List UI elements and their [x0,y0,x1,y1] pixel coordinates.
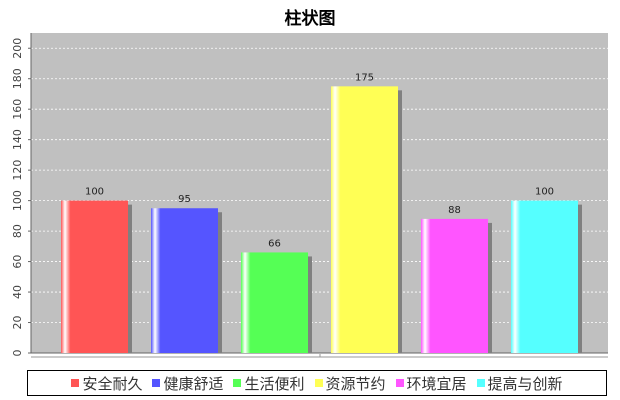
y-tick-label: 80 [11,224,24,238]
chart-title: 柱状图 [284,9,336,29]
legend-swatch [152,379,161,387]
legend-label: 安全耐久 [82,374,143,393]
y-tick-label: 100 [11,190,24,211]
bar-value-label: 100 [535,187,554,198]
bar [511,200,578,353]
bar-value-label: 100 [85,187,104,198]
legend-label: 环境宜居 [406,374,467,393]
y-tick-label: 180 [11,68,24,89]
y-tick-label: 40 [11,285,24,299]
legend-label: 提高与创新 [487,374,563,393]
legend-swatch [71,379,80,387]
legend-swatch [314,379,323,387]
legend-item: 资源节约 [314,373,386,394]
y-tick-label: 120 [11,160,24,181]
y-tick-label: 60 [11,255,24,269]
y-tick-label: 0 [11,350,24,357]
legend-swatch [476,379,485,387]
legend-label: 资源节约 [325,374,386,393]
legend-item: 提高与创新 [476,373,563,394]
legend-label: 健康舒适 [163,374,224,393]
legend-swatch [395,379,404,387]
bar [151,208,218,353]
legend-item: 环境宜居 [395,373,467,394]
legend: 安全耐久 健康舒适 生活便利 资源节约 环境宜居 提高与创新 [27,370,607,396]
y-tick-label: 20 [11,316,24,330]
legend-item: 健康舒适 [152,373,223,394]
legend-item: 安全耐久 [71,373,142,394]
y-tick-label: 200 [11,38,24,59]
bar [421,218,488,353]
bar [241,252,308,353]
bar-value-label: 175 [355,72,374,83]
bar-value-label: 88 [448,205,461,216]
legend-label: 生活便利 [244,374,305,393]
bar [61,200,128,353]
bar-value-label: 66 [268,238,281,249]
bar-value-label: 95 [178,194,191,205]
y-tick-label: 140 [11,129,24,150]
legend-swatch [233,379,242,387]
bar [331,86,398,353]
y-tick-label: 160 [11,99,24,120]
legend-item: 生活便利 [233,373,305,394]
